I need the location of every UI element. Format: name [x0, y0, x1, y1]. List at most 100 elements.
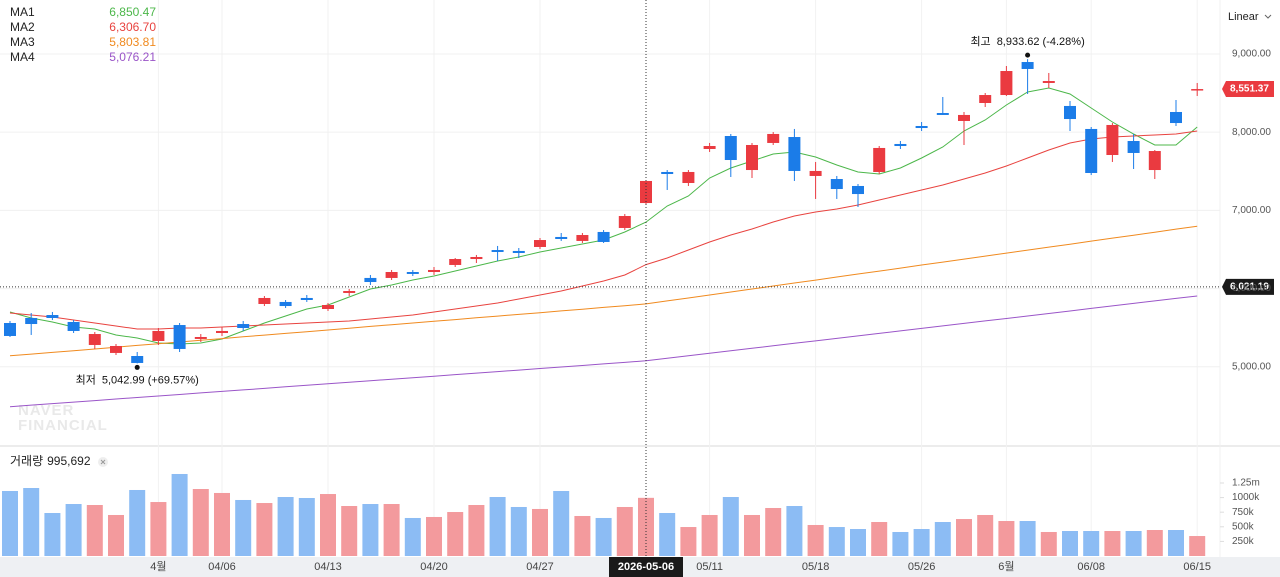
- candle-body: [1106, 124, 1119, 156]
- candle-body: [767, 133, 780, 143]
- candle-body: [152, 330, 165, 341]
- candle-body: [703, 146, 716, 149]
- candle-body: [979, 95, 992, 103]
- annotation-dot: [134, 364, 140, 370]
- volume-close-x[interactable]: [100, 459, 106, 465]
- ma-line: [9, 225, 1198, 357]
- volume-bar: [913, 529, 930, 556]
- dropdown-chevron[interactable]: [1264, 14, 1272, 19]
- volume-title: 거래량: [10, 454, 43, 468]
- volume-bar: [320, 494, 336, 556]
- candle-body: [512, 250, 525, 254]
- ma-layer: [9, 87, 1198, 408]
- volume-tick-label: 500k: [1232, 521, 1255, 532]
- candle-body: [300, 297, 313, 301]
- x-tick-label: 6월: [998, 560, 1014, 573]
- candle-body: [746, 144, 758, 171]
- candle-body: [322, 305, 334, 309]
- candle-body: [46, 315, 59, 318]
- x-tick-label: 05/11: [696, 561, 723, 573]
- candle-body: [1148, 151, 1161, 171]
- volume-bar: [871, 522, 888, 556]
- candle-body: [1042, 81, 1055, 83]
- candle-body: [1000, 71, 1013, 96]
- volume-layer: [2, 473, 1206, 556]
- volume-bar: [1062, 530, 1078, 556]
- legend-value: 5,803.81: [109, 35, 156, 49]
- volume-bar: [86, 505, 103, 556]
- candle-body: [4, 322, 16, 336]
- candle-body: [597, 231, 610, 242]
- y-tick-label: 9,000.00: [1232, 49, 1271, 60]
- legend-value: 5,076.21: [109, 50, 156, 64]
- volume-bar: [1125, 530, 1142, 556]
- x-tick-label: 4월: [150, 560, 166, 573]
- volume-bar: [298, 497, 315, 556]
- volume-bar: [129, 489, 146, 556]
- candle-body: [237, 324, 250, 329]
- candle-body: [491, 250, 504, 252]
- legend-value: 6,306.70: [109, 20, 156, 34]
- volume-bar: [510, 506, 527, 556]
- y-tick-label: 7,000.00: [1232, 205, 1271, 216]
- crosshair-price-box: [1222, 278, 1274, 295]
- volume-bar: [214, 492, 230, 556]
- volume-bar: [934, 522, 951, 556]
- candle-body: [110, 345, 122, 353]
- volume-bar: [850, 529, 866, 556]
- annotation-label: 최고: [970, 35, 990, 48]
- volume-bar: [574, 515, 591, 556]
- annotation: 최고 8,933.62 (-4.28%): [970, 35, 1084, 48]
- volume-tick-label: 1.25m: [1232, 478, 1260, 489]
- watermark-text: NAVER: [18, 402, 74, 419]
- candle-body: [406, 272, 419, 274]
- candle-body: [194, 336, 207, 339]
- volume-bar: [256, 503, 273, 556]
- volume-tick-label: 250k: [1232, 536, 1255, 547]
- candle-body: [724, 136, 737, 161]
- volume-bar: [65, 504, 82, 556]
- candle-body: [640, 180, 652, 204]
- x-tick-label: 04/13: [314, 561, 342, 573]
- volume-bar: [1146, 530, 1163, 556]
- volume-bar: [277, 497, 294, 556]
- volume-bar: [553, 490, 570, 556]
- x-tick-label: 05/26: [908, 561, 936, 573]
- volume-bar: [892, 531, 909, 556]
- candle-body: [958, 114, 970, 121]
- candle-body: [1191, 89, 1204, 91]
- legend-value: 6,850.47: [109, 5, 156, 19]
- candle-body: [1021, 62, 1034, 69]
- scale-selector[interactable]: Linear: [1228, 11, 1272, 23]
- volume-bar: [2, 490, 18, 556]
- candle-body: [576, 235, 589, 241]
- crosshair-date-box: [609, 557, 683, 577]
- volume-bar: [447, 512, 464, 556]
- candle-body: [88, 334, 101, 345]
- volume-bar: [235, 499, 252, 556]
- annotation-label: 최저: [76, 373, 96, 386]
- volume-bar: [426, 516, 442, 556]
- candle-body: [1170, 111, 1182, 124]
- candle-body: [852, 185, 864, 195]
- annotation: 최저 5,042.99 (+69.57%): [76, 373, 199, 386]
- volume-bar: [171, 473, 188, 556]
- x-tick-label: 04/20: [420, 561, 448, 573]
- volume-bar: [977, 514, 994, 556]
- candle-body: [555, 236, 568, 240]
- volume-bar: [680, 527, 697, 556]
- candle-body: [25, 317, 38, 325]
- volume-bar: [108, 514, 124, 556]
- candle-body: [343, 291, 356, 293]
- volume-bar: [956, 519, 972, 556]
- candle-body: [682, 171, 695, 184]
- volume-header: 거래량 995,692: [10, 454, 91, 468]
- volume-bar: [659, 513, 676, 556]
- scale-label[interactable]: Linear: [1228, 11, 1259, 23]
- candle-body: [258, 297, 271, 304]
- y-tick-label: 8,000.00: [1232, 127, 1271, 138]
- candle-body: [873, 147, 886, 172]
- candle-body: [830, 179, 843, 190]
- grid-layer: [0, 0, 1224, 556]
